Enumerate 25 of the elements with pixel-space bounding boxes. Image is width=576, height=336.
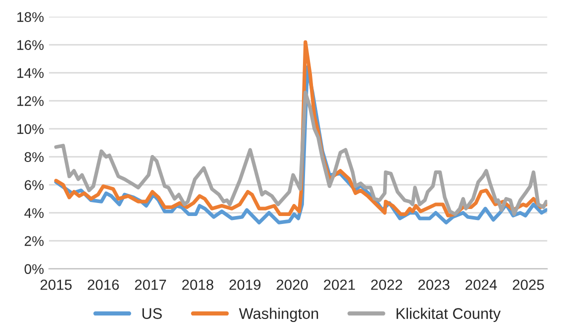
x-tick-label: 2020 [276,280,308,290]
y-tick-label: 4% [24,208,44,218]
y-tick-label: 6% [24,180,44,190]
y-tick-label: 12% [17,96,44,106]
x-tick-label: 2024 [466,280,497,290]
legend-label: US [142,308,162,319]
x-tick-label: 2017 [135,280,166,290]
x-tick-label: 2021 [324,280,355,290]
y-tick-label: 16% [17,40,44,50]
y-tick-label: 18% [17,12,44,22]
x-tick-label: 2025 [512,280,544,290]
line-series [54,90,548,216]
x-tick-label: 2018 [182,280,214,290]
legend-label: Klickitat County [396,308,501,322]
x-tick-label: 2016 [88,280,119,290]
y-tick-label: 8% [24,152,44,162]
y-tick-label: 10% [17,124,44,134]
x-tick-label: 2019 [229,280,260,290]
x-tick-label: 2015 [40,280,72,290]
x-tick-label: 2022 [371,280,402,290]
x-tick-label: 2023 [418,280,450,290]
y-tick-label: 2% [24,236,44,246]
y-tick-label: 0% [24,264,44,274]
legend-label: Washington [238,308,318,322]
y-tick-label: 14% [17,68,44,78]
